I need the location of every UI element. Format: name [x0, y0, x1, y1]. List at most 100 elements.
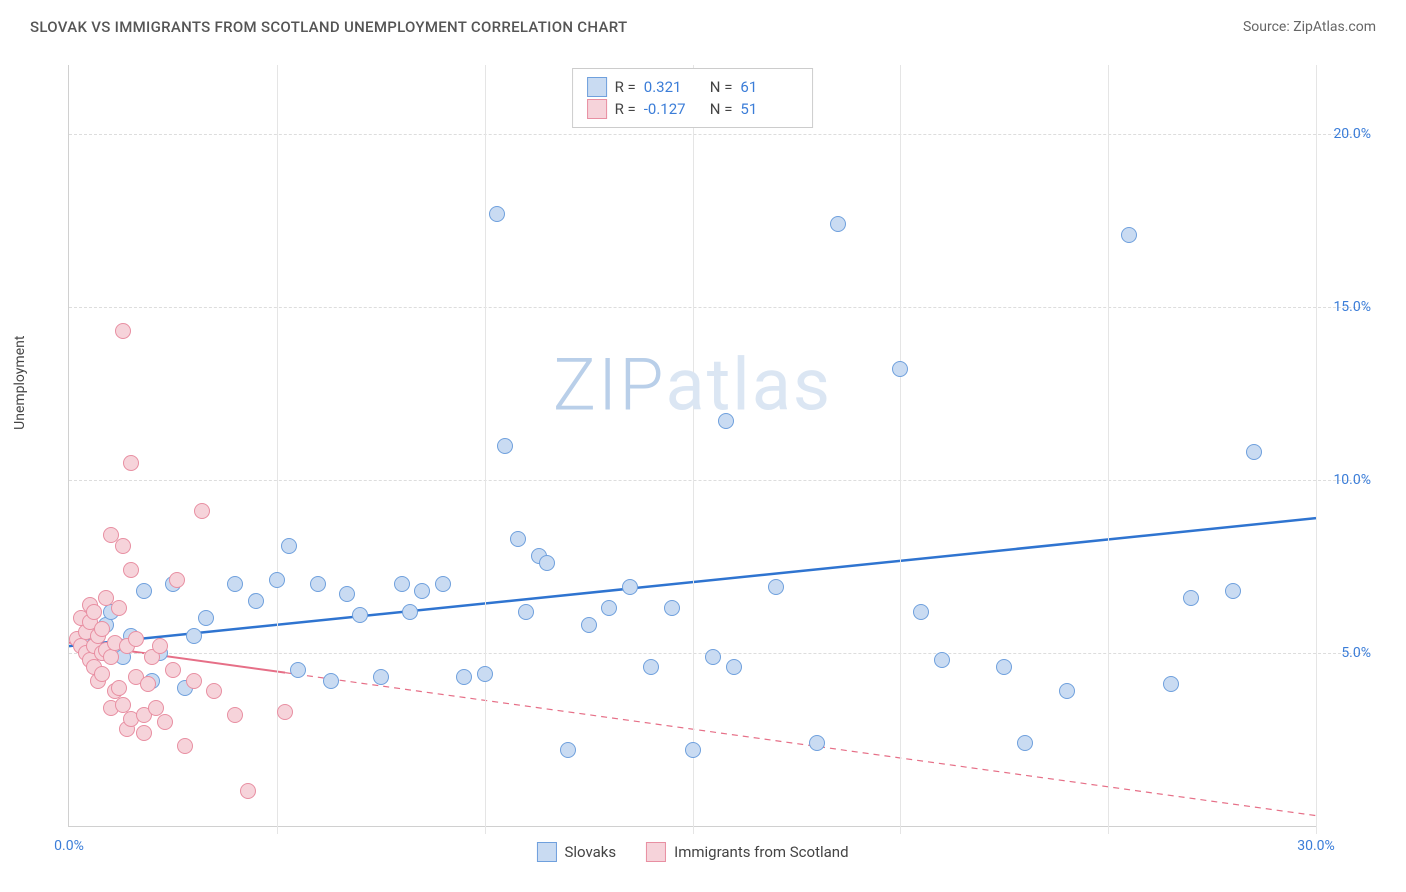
data-point	[323, 673, 339, 689]
data-point	[934, 652, 950, 668]
data-point	[227, 707, 243, 723]
data-point	[664, 600, 680, 616]
data-point	[477, 666, 493, 682]
gridline	[485, 65, 486, 834]
data-point	[339, 586, 355, 602]
x-tick-label: 0.0%	[54, 838, 84, 854]
r-label: R =	[615, 100, 636, 118]
gridline	[69, 480, 1366, 481]
data-point	[310, 576, 326, 592]
n-label: N =	[710, 100, 733, 118]
data-point	[497, 438, 513, 454]
n-value: 51	[740, 100, 798, 118]
legend-swatch	[587, 99, 607, 119]
n-label: N =	[710, 78, 733, 96]
data-point	[194, 503, 210, 519]
data-point	[373, 669, 389, 685]
y-axis-label: Unemployment	[12, 335, 28, 429]
stats-legend: R = 0.321 N = 61 R = -0.127 N = 51	[572, 68, 814, 128]
data-point	[830, 216, 846, 232]
r-label: R =	[615, 78, 636, 96]
data-point	[581, 617, 597, 633]
y-tick-label: 15.0%	[1333, 299, 1371, 315]
data-point	[705, 649, 721, 665]
y-tick-label: 5.0%	[1341, 645, 1371, 661]
data-point	[510, 531, 526, 547]
plot-area: ZIPatlas R =0.321N =61R =-0.127N =51 Slo…	[68, 65, 1316, 827]
data-point	[726, 659, 742, 675]
data-point	[489, 206, 505, 222]
trend-line-extrapolated	[285, 673, 1316, 816]
gridline	[1316, 65, 1317, 834]
data-point	[206, 683, 222, 699]
legend-item: Immigrants from Scotland	[646, 842, 848, 862]
data-point	[169, 572, 185, 588]
legend-label: Immigrants from Scotland	[674, 843, 848, 861]
data-point	[414, 583, 430, 599]
x-tick-label: 30.0%	[1297, 838, 1335, 854]
data-point	[269, 572, 285, 588]
data-point	[248, 593, 264, 609]
data-point	[103, 649, 119, 665]
data-point	[622, 579, 638, 595]
data-point	[996, 659, 1012, 675]
legend-swatch	[536, 842, 556, 862]
data-point	[1121, 227, 1137, 243]
data-point	[1225, 583, 1241, 599]
data-point	[1059, 683, 1075, 699]
data-point	[140, 676, 156, 692]
gridline	[1108, 65, 1109, 834]
r-value: 0.321	[644, 78, 702, 96]
data-point	[136, 725, 152, 741]
data-point	[402, 604, 418, 620]
data-point	[892, 361, 908, 377]
data-point	[1246, 444, 1262, 460]
chart-source: Source: ZipAtlas.com	[1243, 19, 1376, 35]
data-point	[86, 604, 102, 620]
y-tick-label: 10.0%	[1333, 472, 1371, 488]
data-point	[186, 673, 202, 689]
data-point	[240, 783, 256, 799]
data-point	[768, 579, 784, 595]
data-point	[165, 662, 181, 678]
chart-container: Unemployment ZIPatlas R =0.321N =61R =-0…	[30, 55, 1376, 882]
data-point	[94, 666, 110, 682]
legend-item: Slovaks	[536, 842, 616, 862]
data-point	[111, 680, 127, 696]
data-point	[809, 735, 825, 751]
data-point	[435, 576, 451, 592]
y-tick-label: 20.0%	[1333, 126, 1371, 142]
data-point	[539, 555, 555, 571]
data-point	[1017, 735, 1033, 751]
data-point	[1183, 590, 1199, 606]
data-point	[123, 562, 139, 578]
gridline	[900, 65, 901, 834]
n-value: 61	[740, 78, 798, 96]
gridline	[693, 65, 694, 834]
data-point	[290, 662, 306, 678]
data-point	[227, 576, 243, 592]
data-point	[136, 583, 152, 599]
data-point	[1163, 676, 1179, 692]
data-point	[198, 610, 214, 626]
legend-swatch	[587, 77, 607, 97]
data-point	[281, 538, 297, 554]
data-point	[718, 413, 734, 429]
r-value: -0.127	[644, 100, 702, 118]
data-point	[123, 455, 139, 471]
data-point	[277, 704, 293, 720]
data-point	[352, 607, 368, 623]
legend-swatch	[646, 842, 666, 862]
data-point	[128, 631, 144, 647]
data-point	[560, 742, 576, 758]
data-point	[643, 659, 659, 675]
data-point	[115, 538, 131, 554]
data-point	[394, 576, 410, 592]
data-point	[94, 621, 110, 637]
data-point	[152, 638, 168, 654]
data-point	[601, 600, 617, 616]
data-point	[157, 714, 173, 730]
data-point	[186, 628, 202, 644]
data-point	[115, 323, 131, 339]
gridline	[277, 65, 278, 834]
